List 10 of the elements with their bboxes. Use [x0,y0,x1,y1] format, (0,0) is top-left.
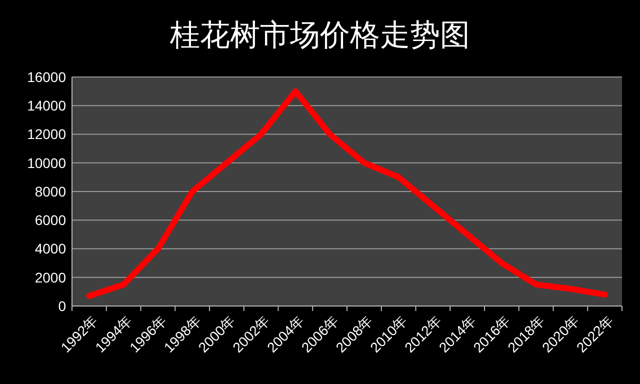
y-tick-label: 0 [58,298,66,314]
chart-title: 桂花树市场价格走势图 [169,19,470,52]
y-tick-label: 8000 [34,183,66,200]
y-tick-label: 2000 [34,269,66,286]
y-tick-label: 10000 [27,154,66,171]
y-tick-label: 6000 [34,212,66,228]
y-tick-label: 12000 [27,126,66,142]
y-tick-label: 4000 [34,240,66,257]
y-tick-label: 14000 [27,98,66,114]
y-tick-label: 16000 [27,68,66,85]
